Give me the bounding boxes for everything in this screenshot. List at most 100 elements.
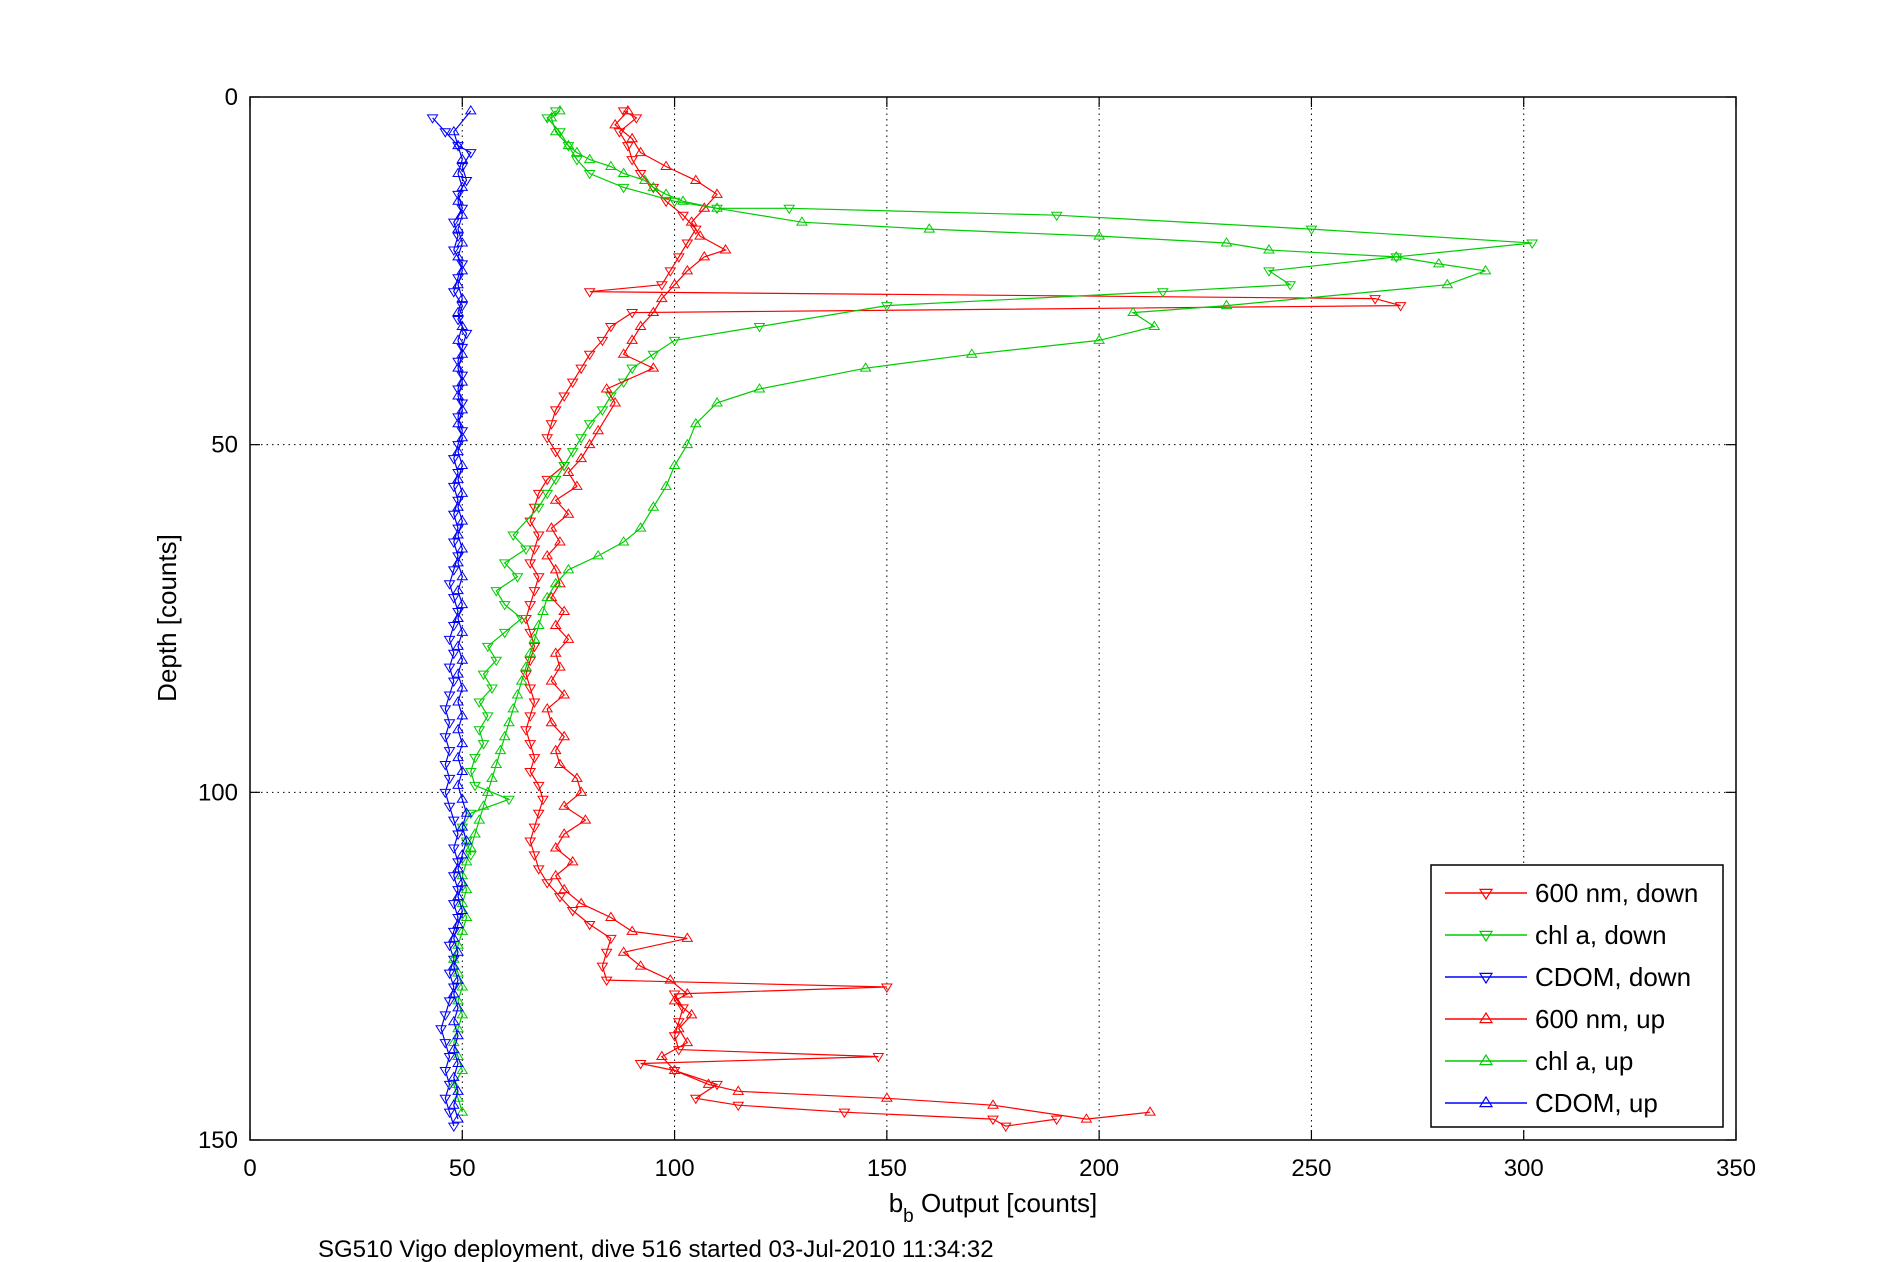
data-point [452, 524, 464, 535]
data-point [447, 246, 460, 256]
data-point [456, 431, 469, 442]
data-point [617, 946, 630, 956]
data-point [469, 781, 481, 792]
data-point [549, 577, 562, 588]
data-point [443, 774, 456, 785]
data-point [1080, 1113, 1093, 1123]
data-point [452, 913, 464, 924]
data-point [443, 580, 456, 590]
data-point [452, 445, 464, 456]
data-point [426, 114, 439, 124]
data-point [583, 420, 596, 430]
series-cdom-up [447, 104, 477, 1123]
series-line [453, 110, 1486, 1113]
data-point [456, 237, 469, 247]
data-point [541, 879, 554, 889]
data-point [689, 1094, 702, 1105]
data-point [452, 584, 464, 595]
data-point [452, 501, 464, 511]
data-point [443, 1108, 456, 1119]
data-point [681, 988, 694, 998]
data-point [545, 716, 558, 727]
data-point [655, 1050, 668, 1061]
data-point [558, 883, 571, 894]
data-point [481, 786, 494, 796]
data-point [664, 974, 677, 984]
data-point [486, 684, 498, 694]
data-point [532, 619, 545, 629]
data-point [447, 566, 460, 576]
data-point [456, 348, 469, 358]
data-point [452, 139, 464, 150]
data-point [460, 835, 473, 845]
data-point [592, 424, 605, 435]
y-tick-label: 150 [198, 1127, 238, 1154]
data-point [668, 336, 681, 347]
data-point [477, 670, 490, 681]
data-point [524, 647, 537, 657]
data-point [447, 844, 460, 854]
data-point [554, 893, 566, 903]
data-point [562, 563, 575, 574]
data-point [672, 1046, 685, 1056]
data-point [634, 960, 647, 970]
data-point [1284, 281, 1297, 291]
data-point [549, 563, 562, 574]
data-point [443, 719, 456, 729]
data-point [447, 872, 460, 882]
data-point [1148, 320, 1161, 330]
data-point [575, 434, 588, 444]
data-point [456, 399, 469, 409]
x-tick-label: 50 [449, 1155, 476, 1182]
data-point [600, 976, 613, 987]
data-point [600, 948, 613, 959]
chart-caption: SG510 Vigo deployment, dive 516 started … [318, 1236, 994, 1262]
data-point [689, 225, 702, 236]
data-point [524, 601, 537, 611]
data-point [456, 570, 469, 581]
data-point [1263, 267, 1275, 277]
data-point [456, 709, 469, 720]
data-point [532, 865, 545, 875]
data-point [452, 468, 464, 479]
data-point [753, 383, 766, 393]
data-point [439, 788, 452, 799]
data-point [452, 751, 464, 762]
data-point [575, 786, 588, 796]
legend-item: 600 nm, down [1445, 878, 1698, 908]
data-point [528, 754, 541, 764]
series-chl-a-down [456, 107, 1539, 861]
data-point [1093, 334, 1106, 344]
data-point [528, 545, 541, 555]
data-point [452, 195, 464, 205]
data-point [456, 654, 469, 664]
data-point [460, 807, 473, 817]
data-point [498, 601, 511, 611]
data-point [452, 190, 464, 201]
data-point [558, 828, 571, 838]
legend-label: chl a, up [1535, 1046, 1633, 1076]
data-point [1127, 306, 1140, 317]
data-point [498, 628, 511, 639]
data-point [549, 494, 562, 504]
data-point [677, 195, 689, 205]
data-point [439, 1039, 452, 1049]
plot-area [249, 96, 1737, 1141]
data-point [464, 809, 477, 820]
data-point [452, 890, 464, 901]
data-point [711, 397, 723, 407]
data-point [452, 357, 464, 368]
legend-swatch-marker [1478, 972, 1494, 985]
data-point [460, 837, 473, 847]
data-point [562, 466, 575, 476]
data-point [452, 362, 464, 372]
data-point [604, 160, 617, 171]
data-point [452, 1029, 464, 1040]
data-point [549, 125, 562, 136]
data-point [1144, 1106, 1156, 1116]
data-point [452, 640, 464, 650]
data-point [498, 730, 511, 741]
data-point [681, 264, 694, 275]
data-point [532, 503, 545, 514]
data-point [452, 612, 464, 622]
